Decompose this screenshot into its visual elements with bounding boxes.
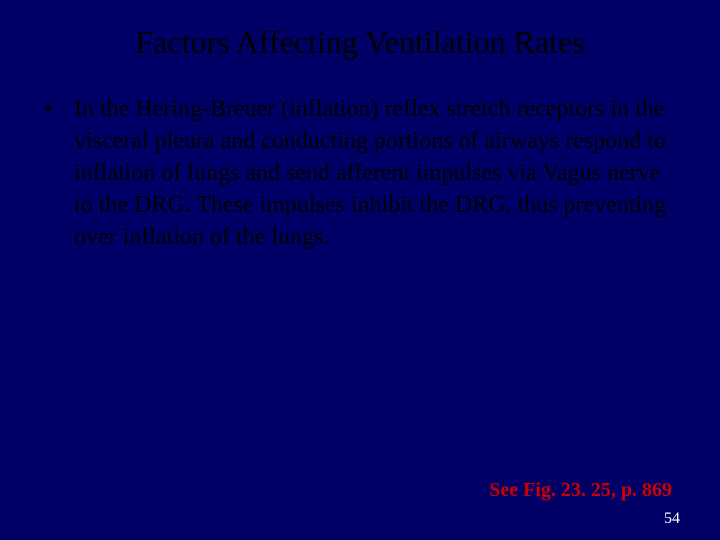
see-figure-reference: See Fig. 23. 25, p. 869 <box>489 479 672 502</box>
bullet-item: • In the Hering-Breuer (inflation) refle… <box>40 93 680 253</box>
slide: Factors Affecting Ventilation Rates • In… <box>0 0 720 540</box>
slide-body: • In the Hering-Breuer (inflation) refle… <box>40 93 680 253</box>
slide-title: Factors Affecting Ventilation Rates <box>0 0 720 61</box>
bullet-marker: • <box>40 93 74 125</box>
page-number: 54 <box>664 510 680 528</box>
bullet-text: In the Hering-Breuer (inflation) reflex … <box>74 93 680 253</box>
